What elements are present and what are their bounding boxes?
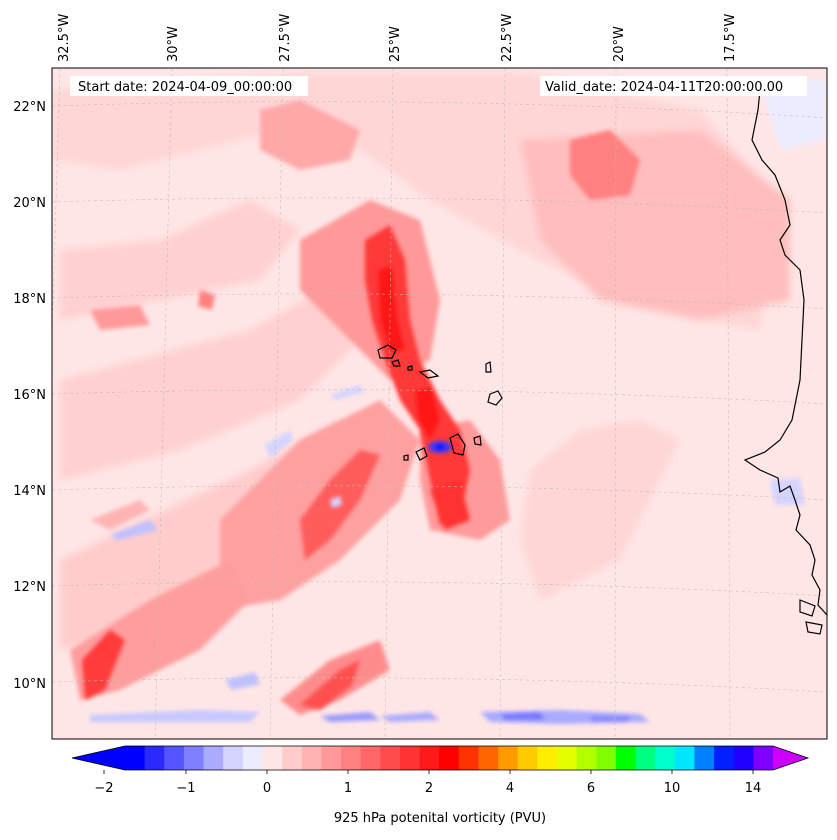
colorbar-cell	[301, 746, 322, 770]
colorbar-cell	[125, 746, 146, 770]
valid-date-label: Valid_date: 2024-04-11T20:00:00.00	[545, 80, 783, 95]
colorbar-tick: 4	[506, 781, 514, 796]
colorbar-label: 925 hPa potenital vorticity (PVU)	[334, 811, 546, 826]
colorbar-cell	[203, 746, 224, 770]
lon-label: 17.5°W	[723, 14, 738, 62]
lat-label: 14°N	[13, 484, 46, 499]
colorbar-cell	[321, 746, 342, 770]
colorbar-cell	[458, 746, 479, 770]
colorbar-cell	[183, 746, 205, 770]
colorbar-cell	[498, 746, 519, 770]
colorbar-tick: 2	[425, 781, 433, 796]
lat-label: 10°N	[13, 677, 46, 692]
colorbar-cell	[674, 746, 695, 770]
colorbar-cell	[399, 746, 421, 770]
lon-label: 25°W	[388, 26, 403, 62]
lat-label: 12°N	[13, 580, 46, 595]
cape-verde-islands	[377, 344, 503, 461]
colorbar-cell	[478, 746, 499, 770]
lat-label: 16°N	[13, 388, 46, 403]
colorbar-tick: 1	[344, 781, 352, 796]
longitude-labels: 32.5°W 30°W 27.5°W 25°W 22.5°W 20°W 17.5…	[57, 14, 738, 62]
colorbar-tick: 0	[263, 781, 271, 796]
colorbar-cell	[517, 746, 538, 770]
colorbar-cell	[144, 746, 165, 770]
colorbar-cell	[223, 746, 244, 770]
lat-label: 22°N	[13, 100, 46, 115]
colorbar-tick: 10	[664, 781, 681, 796]
colorbar-over-triangle	[773, 746, 808, 770]
colorbar-cell	[615, 746, 637, 770]
start-date-label: Start date: 2024-04-09_00:00:00	[78, 80, 292, 95]
colorbar-tick-marks	[103, 770, 754, 774]
colorbar-cell	[714, 746, 735, 770]
african-coastline	[743, 89, 827, 635]
colorbar-cells	[125, 746, 774, 770]
colorbar-cell	[439, 746, 460, 770]
colorbar-cell	[557, 746, 578, 770]
colorbar-cell	[380, 746, 401, 770]
negative-pv-bands	[90, 80, 825, 724]
lat-label: 18°N	[13, 292, 46, 307]
valid-date-box	[540, 76, 807, 96]
colorbar-tick: −1	[176, 781, 195, 796]
colorbar-tick: 6	[587, 781, 595, 796]
colorbar-cell	[753, 746, 774, 770]
colorbar-cell	[655, 746, 676, 770]
colorbar-cell	[635, 746, 656, 770]
latitude-labels: 22°N 20°N 18°N 16°N 14°N 12°N 10°N	[13, 100, 46, 692]
colorbar-cell	[164, 746, 185, 770]
colorbar-cell	[360, 746, 381, 770]
colorbar-cell	[537, 746, 558, 770]
colorbar-cell	[282, 746, 303, 770]
map-frame	[51, 67, 828, 740]
lon-label: 22.5°W	[500, 14, 515, 62]
lon-label: 27.5°W	[278, 14, 293, 62]
colorbar-ticks: −2 −1 0 1 2 4 6 10 14	[94, 781, 761, 796]
lon-label: 20°W	[612, 26, 627, 62]
graticule	[52, 68, 827, 739]
colorbar-cell	[694, 746, 715, 770]
colorbar-outline	[71, 745, 810, 771]
start-date-box	[70, 76, 308, 96]
colorbar-cell	[596, 746, 617, 770]
colorbar-cell	[733, 746, 754, 770]
colorbar: −2 −1 0 1 2 4 6 10 14 925 hPa potenital …	[71, 745, 810, 826]
lon-label: 30°W	[166, 26, 181, 62]
colorbar-under-triangle	[72, 746, 125, 770]
colorbar-tick: 14	[745, 781, 762, 796]
lat-label: 20°N	[13, 196, 46, 211]
colorbar-cell	[262, 746, 283, 770]
colorbar-cell	[576, 746, 597, 770]
colorbar-cell	[419, 746, 440, 770]
colorbar-cell	[341, 746, 362, 770]
colorbar-tick: −2	[94, 781, 113, 796]
colorbar-cell	[242, 746, 263, 770]
pv-field: Start date: 2024-04-09_00:00:00 Valid_da…	[52, 68, 827, 739]
lon-label: 32.5°W	[57, 14, 72, 62]
